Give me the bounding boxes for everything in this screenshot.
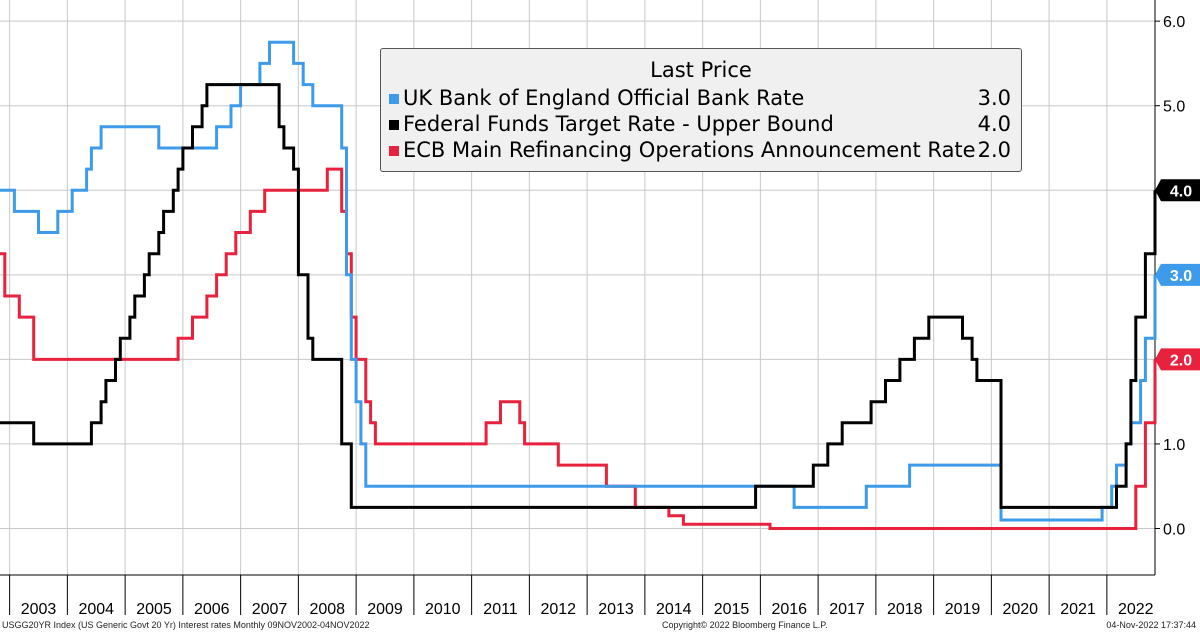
legend-swatch-ecb — [389, 146, 399, 156]
legend-label-uk: UK Bank of England Official Bank Rate — [403, 86, 805, 110]
badge-shape — [1155, 348, 1200, 371]
legend-label-fed: Federal Funds Target Rate - Upper Bound — [403, 112, 834, 136]
legend-item-uk: UK Bank of England Official Bank Rate 3.… — [389, 85, 1011, 112]
chart-legend: Last Price UK Bank of England Official B… — [380, 48, 1022, 172]
footer-copyright: Copyright© 2022 Bloomberg Finance L.P. — [662, 620, 828, 630]
x-tick-label: 2017 — [829, 601, 865, 618]
x-tick-label: 2010 — [425, 601, 461, 618]
x-tick-label: 2021 — [1060, 601, 1096, 618]
footer-source: USGG20YR Index (US Generic Govt 20 Yr) I… — [2, 620, 370, 630]
x-tick-label: 2007 — [252, 601, 288, 618]
x-tick-label: 2005 — [136, 601, 172, 618]
badge-shape — [1155, 263, 1200, 286]
last-value-badge-uk: 3.0 — [1155, 263, 1200, 286]
legend-value-fed: 4.0 — [977, 112, 1011, 136]
series-fed-funds-upper — [0, 83, 1157, 509]
y-tick-label: 6.0 — [1163, 14, 1185, 31]
y-tick-label: 1.0 — [1163, 437, 1185, 454]
legend-swatch-fed — [389, 120, 399, 130]
badge-shape — [1155, 179, 1200, 202]
x-tick-label: 2022 — [1118, 601, 1154, 618]
legend-item-ecb: ECB Main Refinancing Operations Announce… — [389, 137, 1011, 164]
footer-timestamp: 04-Nov-2022 17:37:44 — [1106, 620, 1196, 630]
x-tick-label: 2003 — [21, 601, 57, 618]
x-tick-label: 2019 — [945, 601, 981, 618]
y-tick-label: 5.0 — [1163, 99, 1185, 116]
legend-value-ecb: 2.0 — [977, 138, 1011, 162]
series-ecb-refi-rate — [0, 167, 1157, 530]
last-value-badge-ecb: 2.0 — [1155, 348, 1200, 371]
badge-label: 3.0 — [1170, 268, 1192, 285]
legend-label-ecb: ECB Main Refinancing Operations Announce… — [403, 138, 976, 162]
legend-item-fed: Federal Funds Target Rate - Upper Bound … — [389, 111, 1011, 138]
x-tick-label: 2004 — [78, 601, 114, 618]
x-tick-label: 2006 — [194, 601, 230, 618]
x-tick-label: 2015 — [714, 601, 750, 618]
x-tick-label: 2013 — [598, 601, 634, 618]
last-value-badge-fed: 4.0 — [1155, 179, 1200, 202]
x-tick-label: 2018 — [887, 601, 923, 618]
legend-value-uk: 3.0 — [977, 86, 1011, 110]
badge-label: 2.0 — [1170, 352, 1192, 369]
x-tick-label: 2012 — [540, 601, 576, 618]
badge-label: 4.0 — [1170, 183, 1192, 200]
legend-title: Last Price — [650, 58, 752, 82]
x-tick-label: 2020 — [1002, 601, 1038, 618]
x-tick-label: 2016 — [771, 601, 807, 618]
x-tick-label: 2011 — [483, 601, 518, 618]
series-uk-bank-rate — [0, 40, 1157, 522]
y-tick-label: 0.0 — [1163, 521, 1185, 538]
x-tick-label: 2009 — [367, 601, 403, 618]
x-tick-label: 2008 — [309, 601, 345, 618]
legend-swatch-uk — [389, 94, 399, 104]
x-tick-label: 2014 — [656, 601, 692, 618]
